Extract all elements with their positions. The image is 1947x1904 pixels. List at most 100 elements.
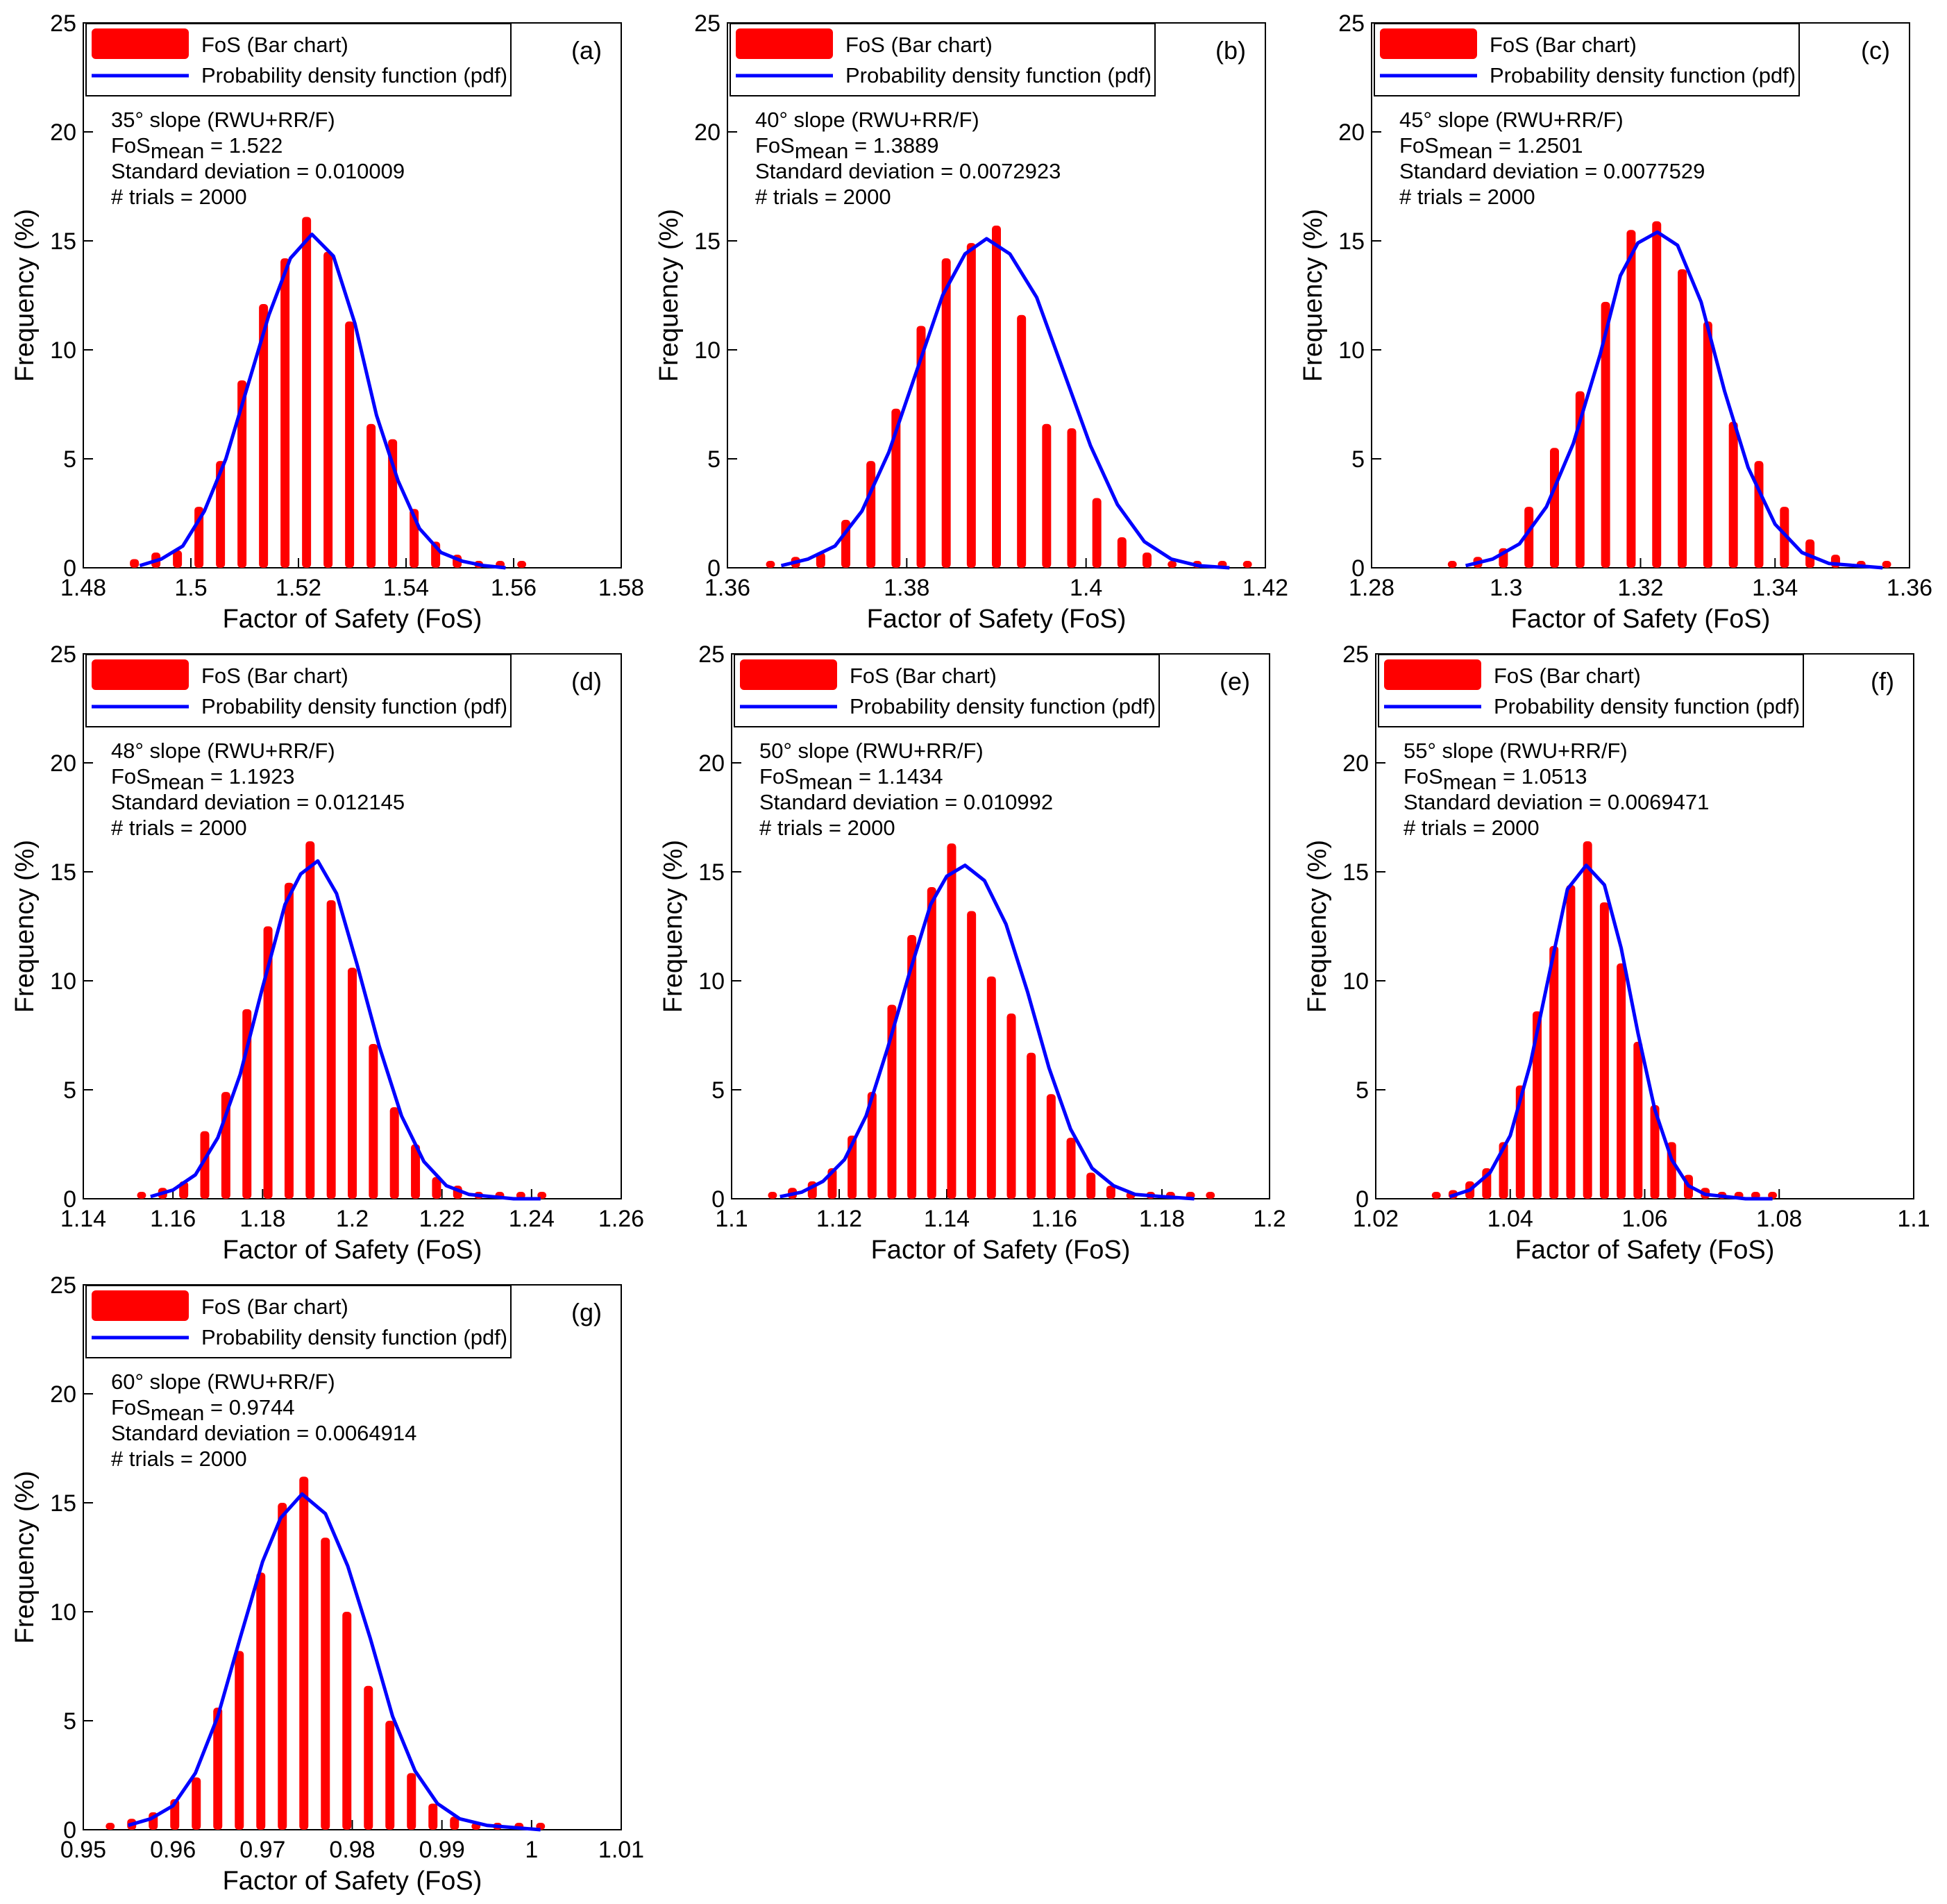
- y-tick-label: 0: [707, 555, 720, 582]
- plot-frame: [1371, 22, 1910, 568]
- info-trials: # trials = 2000: [111, 816, 247, 840]
- histogram-bar: [302, 217, 312, 568]
- histogram-bar: [137, 1192, 146, 1199]
- legend: FoS (Bar chart) Probability density funct…: [85, 23, 512, 96]
- x-tick-label: 1.16: [150, 1206, 196, 1232]
- histogram-bar: [947, 843, 956, 1199]
- histogram-bar: [1805, 539, 1815, 568]
- plot-frame: [1375, 653, 1914, 1199]
- histogram-bar: [369, 1044, 378, 1199]
- x-tick-label: 1.26: [598, 1206, 644, 1232]
- histogram-bar: [428, 1803, 438, 1830]
- y-tick-label: 15: [50, 859, 76, 886]
- x-tick-label: 1.01: [598, 1837, 644, 1863]
- y-tick-label: 5: [1351, 446, 1365, 473]
- info-slope: 40° slope (RWU+RR/F): [755, 108, 979, 132]
- histogram-bar: [432, 1177, 441, 1199]
- x-tick-label: 1.36: [1887, 575, 1932, 601]
- info-std-dev: Standard deviation = 0.0064914: [111, 1421, 416, 1445]
- histogram-bar: [1242, 561, 1252, 568]
- legend: FoS (Bar chart) Probability density funct…: [734, 654, 1160, 727]
- x-tick-label: 1.24: [509, 1206, 555, 1232]
- x-tick-label: 1.16: [1031, 1206, 1077, 1232]
- info-trials: # trials = 2000: [1399, 185, 1535, 209]
- chart-panel-f: 0 5 10 15 20 25 1.02 1.04 1.06 1.08 1.1 Factor of S…: [1303, 641, 1930, 1265]
- info-fos-mean: FoSmean = 1.522: [111, 133, 283, 163]
- pdf-line: [1449, 863, 1773, 1201]
- histogram-bar: [213, 1708, 223, 1830]
- info-std-dev: Standard deviation = 0.0069471: [1404, 790, 1709, 814]
- x-tick-label: 1.14: [60, 1206, 106, 1232]
- histogram-bar: [216, 461, 226, 568]
- y-tick-label: 20: [1342, 750, 1369, 777]
- panel-label: (a): [571, 36, 602, 65]
- y-tick-label: 20: [698, 750, 725, 777]
- info-trials: # trials = 2000: [111, 185, 247, 209]
- y-tick-label: 25: [1342, 641, 1369, 668]
- histogram-bar: [280, 258, 290, 568]
- info-fos-mean: FoSmean = 1.0513: [1404, 764, 1587, 794]
- plot-frame: [731, 653, 1270, 1199]
- y-tick-label: 5: [63, 1708, 76, 1735]
- plot-frame: [83, 1284, 622, 1830]
- histogram-bar: [299, 1476, 309, 1830]
- info-trials: # trials = 2000: [759, 816, 895, 840]
- x-tick-label: 1.1: [1897, 1206, 1930, 1232]
- histogram-bar: [517, 561, 527, 568]
- histogram-bar: [1143, 553, 1152, 568]
- histogram-bar: [1652, 221, 1662, 568]
- x-tick-label: 1.28: [1349, 575, 1394, 601]
- histogram-bar: [1566, 884, 1576, 1199]
- histogram-bar: [173, 550, 183, 568]
- histogram-bar: [1533, 1011, 1542, 1199]
- y-tick-label: 15: [698, 859, 725, 886]
- histogram-bar: [1431, 1192, 1441, 1199]
- y-tick-label: 0: [1356, 1186, 1369, 1213]
- y-tick-label: 15: [1338, 228, 1365, 255]
- y-tick-label: 5: [711, 1077, 725, 1104]
- y-tick-label: 0: [63, 1186, 76, 1213]
- histogram-bar: [1027, 1052, 1036, 1199]
- legend-line-label: Probability density function (pdf): [1490, 63, 1796, 87]
- pdf-line: [139, 233, 506, 570]
- legend-line-label: Probability density function (pdf): [850, 694, 1156, 718]
- y-tick-label: 5: [707, 446, 720, 473]
- legend-bar-label: FoS (Bar chart): [1490, 33, 1637, 57]
- legend-bar-swatch: [92, 1290, 189, 1321]
- x-tick-label: 1.48: [60, 575, 106, 601]
- y-axis-title: Frequency (%): [10, 1471, 40, 1644]
- histogram-bar: [342, 1612, 352, 1830]
- legend: FoS (Bar chart) Probability density funct…: [1378, 654, 1804, 727]
- x-tick-label: 1.02: [1353, 1206, 1399, 1232]
- y-tick-label: 15: [1342, 859, 1369, 886]
- x-tick-label: 1.58: [598, 575, 644, 601]
- y-tick-label: 20: [694, 119, 720, 146]
- histogram-bar: [259, 304, 269, 568]
- chart-panel-a: 0 5 10 15 20 25 1.48 1.5 1.52 1.54 1.56 1.58 Factor …: [10, 10, 644, 634]
- panel-label: (b): [1215, 36, 1246, 65]
- pdf-line: [127, 1492, 541, 1832]
- x-tick-label: 1: [525, 1837, 538, 1863]
- histogram-bar: [1633, 1041, 1643, 1199]
- info-fos-mean: FoSmean = 1.3889: [755, 133, 939, 163]
- info-trials: # trials = 2000: [1404, 816, 1540, 840]
- legend-line-label: Probability density function (pdf): [845, 63, 1152, 87]
- histogram-bar: [1754, 461, 1764, 568]
- legend: FoS (Bar chart) Probability density funct…: [1374, 23, 1800, 96]
- panel-label: (e): [1220, 667, 1250, 696]
- y-tick-label: 20: [50, 1381, 76, 1408]
- histogram-bar: [1575, 391, 1585, 568]
- histogram-bar: [1626, 230, 1636, 568]
- histogram-bar: [1117, 537, 1127, 568]
- legend-bar-swatch: [1380, 28, 1477, 59]
- histogram-bar: [1780, 507, 1789, 568]
- x-tick-label: 1.3: [1490, 575, 1522, 601]
- x-tick-label: 1.56: [491, 575, 537, 601]
- legend-bar-swatch: [736, 28, 833, 59]
- histogram-bar: [237, 380, 247, 568]
- histogram-bar: [284, 882, 294, 1199]
- histogram-bar: [411, 1144, 421, 1199]
- histogram-bar: [1168, 561, 1177, 568]
- legend: FoS (Bar chart) Probability density funct…: [85, 654, 512, 727]
- histogram-bar: [891, 408, 901, 568]
